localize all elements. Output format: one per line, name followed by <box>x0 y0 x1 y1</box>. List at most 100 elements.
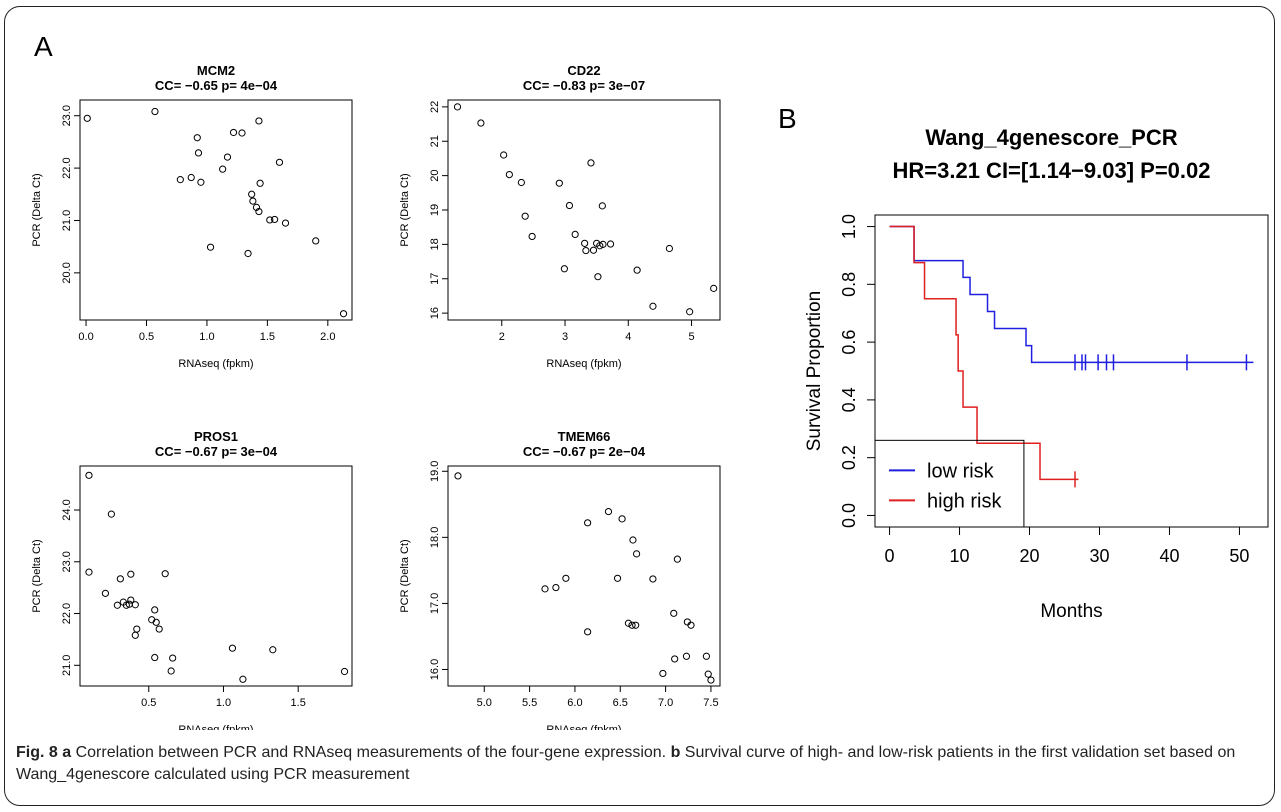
data-point <box>683 618 691 626</box>
data-point <box>244 249 252 258</box>
data-point <box>517 178 525 187</box>
caption-a-label: a <box>62 744 72 761</box>
x-tick-label: 1.0 <box>199 331 214 343</box>
x-tick-label: 0 <box>885 546 895 566</box>
data-point <box>85 471 93 479</box>
data-point <box>131 631 139 639</box>
x-tick-label: 5 <box>688 331 694 343</box>
x-tick-label: 4 <box>625 331 631 343</box>
data-point <box>312 237 320 245</box>
data-point <box>673 555 681 563</box>
data-point <box>131 601 139 609</box>
data-point <box>127 570 135 578</box>
data-point <box>571 230 579 239</box>
figure-frame <box>4 6 1275 806</box>
data-point <box>197 178 205 186</box>
x-tick-label: 0.5 <box>141 697 156 709</box>
chart-subtitle: CC= −0.67 p= 3e−04 <box>155 444 278 459</box>
data-point <box>271 215 279 224</box>
x-tick-label: 0.5 <box>139 331 154 343</box>
data-point <box>606 240 615 248</box>
data-point <box>659 669 667 678</box>
data-point <box>613 574 622 582</box>
data-point <box>632 621 640 629</box>
panel-label-a: A <box>34 31 53 62</box>
y-tick-label: 17 <box>429 273 441 285</box>
data-point <box>176 176 184 184</box>
data-point <box>710 284 718 292</box>
data-point <box>541 585 549 593</box>
data-point <box>687 621 695 629</box>
chart-title: TMEM66 <box>558 429 611 444</box>
data-point <box>665 244 673 253</box>
data-point <box>560 265 568 273</box>
y-tick-label: 23.0 <box>61 105 73 126</box>
figure-caption: Fig. 8 a Correlation between PCR and RNA… <box>16 742 1261 786</box>
y-axis-label: PCR (Delta Ct) <box>399 539 411 612</box>
data-point <box>161 570 169 578</box>
y-tick-label: 20.0 <box>61 262 73 283</box>
data-point <box>152 618 160 626</box>
y-tick-label: 24.0 <box>61 499 73 520</box>
data-point <box>219 165 227 173</box>
y-tick-label: 23.0 <box>61 551 73 572</box>
legend-box <box>874 439 1025 528</box>
chart-title: MCM2 <box>197 63 235 78</box>
y-axis-label: Survival Proportion <box>804 291 825 452</box>
x-axis-label: RNAseq (fpkm) <box>546 358 621 370</box>
data-point <box>252 203 261 211</box>
data-point <box>589 246 598 254</box>
data-point <box>599 240 607 248</box>
data-point <box>629 536 637 544</box>
x-tick-label: 1.5 <box>291 697 306 709</box>
plot-frame <box>79 99 353 321</box>
x-tick-label: 20 <box>1019 546 1039 566</box>
plot-frame <box>874 214 1269 528</box>
y-tick-label: 21.0 <box>61 655 73 676</box>
data-point <box>633 266 641 274</box>
data-point <box>239 675 247 683</box>
x-axis-label: Months <box>1040 601 1102 622</box>
data-point <box>155 625 163 633</box>
survival-curve-high-risk <box>889 225 1079 481</box>
data-point <box>167 667 175 675</box>
caption-b-text: Survival curve of high- and low-risk pat… <box>16 744 1236 783</box>
data-point <box>453 103 462 111</box>
legend-label: low risk <box>927 460 995 482</box>
chart-subtitle: CC= −0.67 p= 2e−04 <box>523 444 646 459</box>
survival-plot: Wang_4genescore_PCR HR=3.21 CI=[1.14−9.03… <box>804 125 1269 622</box>
y-tick-label: 17.0 <box>429 593 441 614</box>
data-point <box>169 654 177 662</box>
x-tick-label: 6.5 <box>613 697 628 709</box>
x-tick-label: 3 <box>562 331 568 343</box>
data-point <box>477 119 485 127</box>
data-point <box>107 510 115 518</box>
chart-subtitle: CC= −0.83 p= 3e−07 <box>523 78 645 93</box>
data-point <box>229 128 238 137</box>
panel-label-b: B <box>778 103 797 134</box>
x-tick-label: 7.0 <box>658 697 673 709</box>
x-tick-label: 1.5 <box>260 331 275 343</box>
y-tick-label: 0.4 <box>839 387 859 412</box>
x-tick-label: 40 <box>1159 546 1179 566</box>
y-tick-label: 19.0 <box>429 461 441 482</box>
data-point <box>686 308 694 316</box>
chart-title: CD22 <box>567 63 600 78</box>
y-tick-label: 18 <box>429 238 441 250</box>
panel-b: B Wang_4genescore_PCR HR=3.21 CI=[1.14−9.… <box>778 103 1269 622</box>
data-point <box>127 596 135 604</box>
data-point <box>151 606 159 614</box>
y-axis-label: PCR (Delta Ct) <box>31 539 43 612</box>
x-tick-label: 6.0 <box>567 697 582 709</box>
x-tick-label: 10 <box>950 546 970 566</box>
data-point <box>85 568 93 576</box>
data-point <box>581 239 589 247</box>
x-axis-label: RNAseq (fpkm) <box>178 358 253 370</box>
data-point <box>584 628 592 636</box>
x-tick-label: 5.0 <box>477 697 492 709</box>
data-point <box>454 472 462 480</box>
